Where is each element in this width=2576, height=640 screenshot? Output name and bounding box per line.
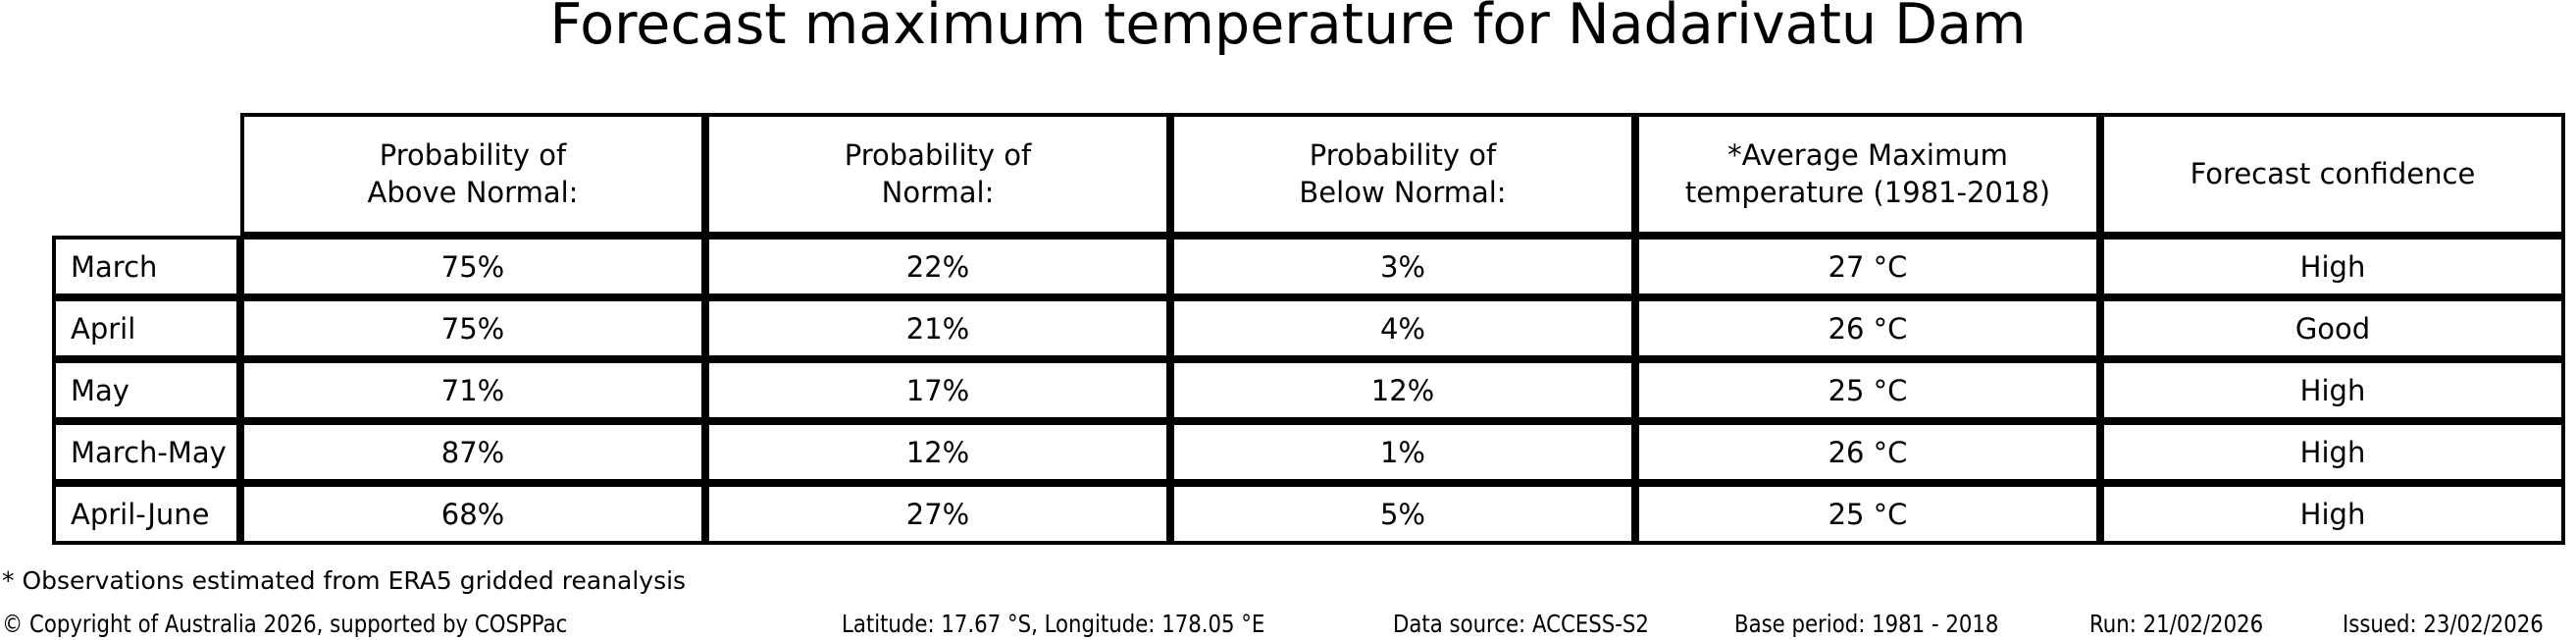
table-cell: 5% — [1170, 483, 1635, 545]
coordinates-text: Latitude: 17.67 °S, Longitude: 178.05 °E — [842, 610, 1265, 638]
base-period-text: Base period: 1981 - 2018 — [1734, 610, 1999, 638]
table-cell: 12% — [705, 421, 1170, 483]
run-date-text: Run: 21/02/2026 — [2089, 610, 2264, 638]
row-label: April — [52, 297, 240, 359]
table-cell: 26 °C — [1635, 297, 2100, 359]
table-cell: 27 °C — [1635, 236, 2100, 297]
copyright-text: © Copyright of Australia 2026, supported… — [2, 610, 568, 638]
table-cell: 25 °C — [1635, 483, 2100, 545]
page-title: Forecast maximum temperature for Nadariv… — [549, 0, 2027, 57]
table-cell: High — [2100, 421, 2565, 483]
table-cell: 87% — [240, 421, 705, 483]
table-cell: High — [2100, 483, 2565, 545]
table-cell: 17% — [705, 359, 1170, 421]
table-cell: 26 °C — [1635, 421, 2100, 483]
table-row-april-june: April-June 68% 27% 5% 25 °C High — [52, 483, 2565, 545]
data-source-text: Data source: ACCESS-S2 — [1393, 610, 1649, 638]
table-cell: 68% — [240, 483, 705, 545]
table-cell: 1% — [1170, 421, 1635, 483]
row-label: March — [52, 236, 240, 297]
table-header-row: Probability of Above Normal: Probability… — [52, 113, 2565, 236]
row-label: March-May — [52, 421, 240, 483]
corner-empty-cell — [52, 113, 240, 236]
col-header-prob-below-normal: Probability of Below Normal: — [1170, 113, 1635, 236]
table-cell: Good — [2100, 297, 2565, 359]
row-label: April-June — [52, 483, 240, 545]
table-row-may: May 71% 17% 12% 25 °C High — [52, 359, 2565, 421]
table-row-march-may: March-May 87% 12% 1% 26 °C High — [52, 421, 2565, 483]
table-cell: 12% — [1170, 359, 1635, 421]
table-row-april: April 75% 21% 4% 26 °C Good — [52, 297, 2565, 359]
col-header-forecast-confidence: Forecast confidence — [2100, 113, 2565, 236]
table-cell: 25 °C — [1635, 359, 2100, 421]
table-cell: 22% — [705, 236, 1170, 297]
issued-date-text: Issued: 23/02/2026 — [2343, 610, 2544, 638]
row-label: May — [52, 359, 240, 421]
forecast-table: Probability of Above Normal: Probability… — [52, 113, 2565, 545]
table-cell: 3% — [1170, 236, 1635, 297]
table-cell: 75% — [240, 297, 705, 359]
footnote-observations: * Observations estimated from ERA5 gridd… — [2, 566, 687, 595]
table-cell: 27% — [705, 483, 1170, 545]
table-cell: 21% — [705, 297, 1170, 359]
table-cell: 75% — [240, 236, 705, 297]
table-cell: 71% — [240, 359, 705, 421]
col-header-prob-normal: Probability of Normal: — [705, 113, 1170, 236]
table-cell: High — [2100, 359, 2565, 421]
table-cell: High — [2100, 236, 2565, 297]
col-header-avg-max-temp: *Average Maximum temperature (1981-2018) — [1635, 113, 2100, 236]
table-row-march: March 75% 22% 3% 27 °C High — [52, 236, 2565, 297]
col-header-prob-above-normal: Probability of Above Normal: — [240, 113, 705, 236]
table-cell: 4% — [1170, 297, 1635, 359]
